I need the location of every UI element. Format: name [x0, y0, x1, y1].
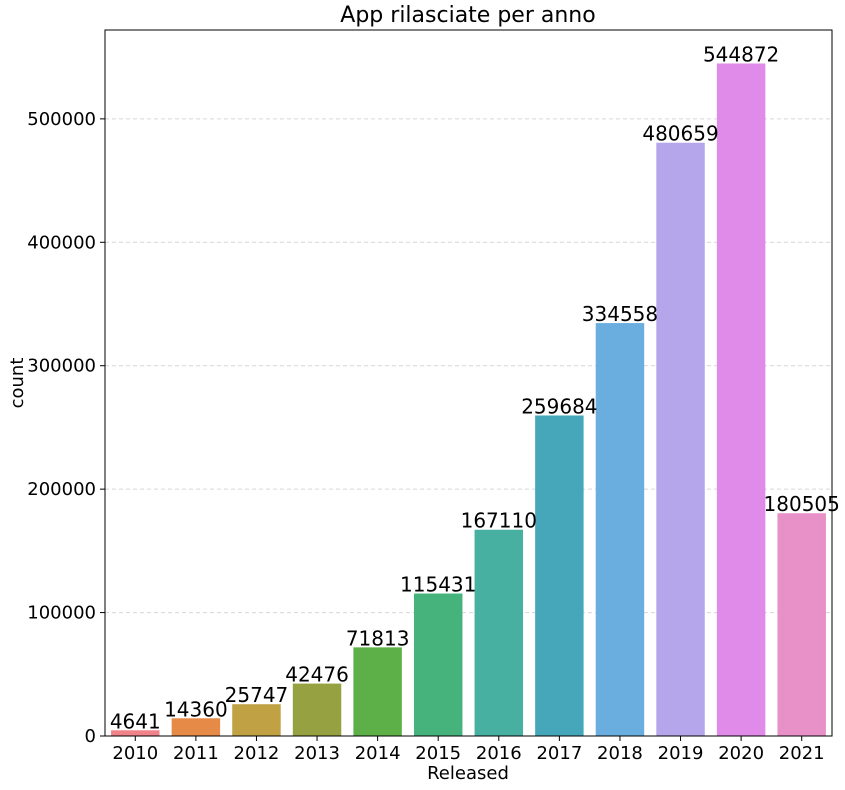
- bar-2012: [232, 704, 281, 736]
- data-label-2015: 115431: [400, 573, 476, 597]
- bar-2015: [413, 593, 463, 736]
- data-label-2011: 14360: [164, 697, 228, 721]
- data-label-2018: 334558: [582, 302, 658, 326]
- x-axis-ticks: 2010 2011 2012 2013 2014 2015 2016 2017 2018 2019…: [112, 736, 825, 764]
- data-label-2021: 180505: [764, 492, 840, 516]
- bar-2014: [353, 647, 402, 736]
- data-label-2019: 480659: [642, 122, 718, 146]
- bar-2020: [716, 63, 766, 737]
- x-tick-label: 2017: [536, 743, 582, 764]
- y-tick-label: 400000: [27, 232, 96, 253]
- data-label-2013: 42476: [285, 663, 349, 687]
- bar-2018: [595, 323, 645, 736]
- x-tick-label: 2014: [355, 743, 401, 764]
- data-label-2020: 544872: [703, 42, 779, 66]
- bar-2017: [535, 415, 584, 736]
- x-tick-label: 2010: [112, 743, 158, 764]
- y-tick-label: 300000: [27, 356, 96, 377]
- x-tick-label: 2011: [173, 743, 219, 764]
- data-label-2012: 25747: [225, 683, 289, 707]
- x-tick-label: 2019: [658, 743, 704, 764]
- x-tick-label: 2020: [718, 743, 764, 764]
- bar-2019: [656, 142, 705, 736]
- data-label-2017: 259684: [521, 394, 597, 418]
- bar-2021: [777, 513, 826, 736]
- bar-2010: [111, 730, 160, 736]
- x-tick-label: 2021: [779, 743, 825, 764]
- plot-area-frame: [104, 29, 833, 737]
- x-axis-title: Released: [427, 763, 509, 784]
- data-label-2010: 4641: [110, 709, 161, 733]
- y-axis-ticks: 0 100000 200000 300000 400000 500000: [27, 109, 105, 747]
- y-tick-label: 200000: [27, 479, 96, 500]
- x-tick-label: 2013: [294, 743, 340, 764]
- x-tick-label: 2012: [234, 743, 280, 764]
- chart-title: App rilasciate per anno: [340, 3, 595, 28]
- y-axis-title: count: [7, 358, 28, 409]
- y-tick-label: 100000: [27, 603, 96, 624]
- y-tick-label: 500000: [27, 109, 96, 130]
- x-tick-label: 2018: [597, 743, 643, 764]
- x-tick-label: 2016: [476, 743, 522, 764]
- bar-2013: [292, 683, 342, 736]
- bar-2011: [171, 718, 221, 736]
- bar-2016: [474, 529, 524, 736]
- data-label-2014: 71813: [346, 626, 410, 650]
- x-tick-label: 2015: [415, 743, 461, 764]
- data-label-2016: 167110: [461, 509, 537, 533]
- bars: [111, 63, 826, 737]
- y-tick-label: 0: [85, 726, 96, 747]
